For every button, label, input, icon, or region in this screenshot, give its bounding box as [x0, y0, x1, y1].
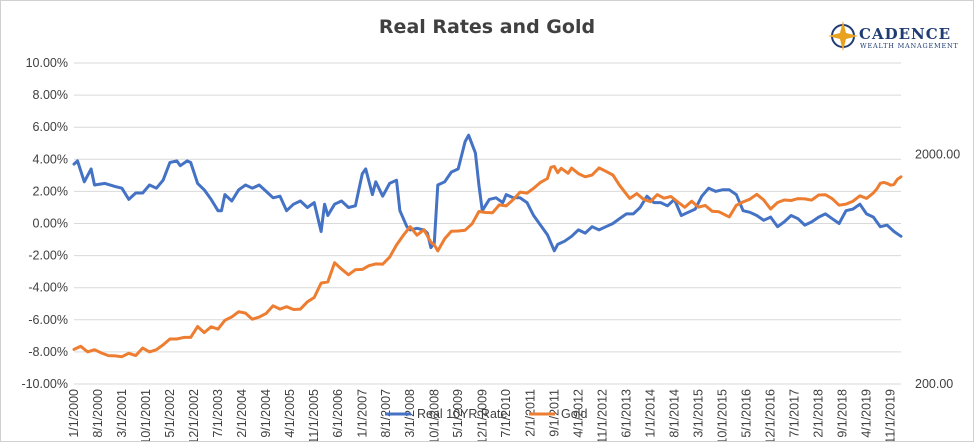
legend-label-real-rate: Real 10YR Rate	[417, 407, 507, 421]
x-tick-label: 9/1/2018	[836, 389, 850, 438]
legend-label-gold: Gold	[561, 407, 587, 421]
x-tick-label: 7/1/2010	[499, 389, 513, 438]
x-tick-label: 1/1/2000	[67, 389, 81, 438]
x-tick-label: 11/1/2005	[307, 389, 321, 441]
gridlines	[74, 62, 901, 385]
y-left-tick-label: 2.00%	[33, 184, 68, 198]
x-tick-label: 8/1/2000	[91, 389, 105, 438]
series-line-gold	[72, 165, 903, 359]
y-left-tick-label: 8.00%	[33, 88, 68, 102]
y-left-tick-label: -4.00%	[28, 281, 68, 295]
y-left-tick-label: 10.00%	[26, 56, 68, 70]
y-axis-right: 2000.00 200.00	[915, 147, 960, 391]
x-tick-label: 1/1/2007	[355, 389, 369, 438]
x-tick-label: 12/1/2016	[764, 389, 778, 441]
x-tick-label: 12/1/2009	[475, 389, 489, 441]
x-axis: 1/1/2000 8/1/2000 3/1/2001 10/1/2001 5/1/200…	[67, 389, 898, 441]
x-tick-label: 11/1/2012	[595, 389, 609, 441]
logo-name: CADENCE	[859, 25, 951, 43]
x-tick-label: 9/1/2004	[259, 389, 273, 438]
series-lines	[72, 133, 903, 359]
x-tick-label: 10/1/2001	[139, 389, 153, 441]
x-tick-label: 12/1/2002	[187, 389, 201, 441]
x-tick-label: 10/1/2008	[427, 389, 441, 441]
x-tick-label: 6/1/2013	[619, 389, 633, 438]
y-right-tick-label: 2000.00	[915, 147, 960, 161]
y-left-tick-label: -2.00%	[28, 249, 68, 263]
logo-compass-star	[828, 21, 858, 51]
x-tick-label: 4/1/2012	[571, 389, 585, 438]
y-left-tick-label: 0.00%	[33, 217, 68, 231]
y-right-tick-label: 200.00	[915, 377, 953, 391]
y-axis-left: 10.00% 8.00% 6.00% 4.00% 2.00% 0.00% -2.00% -4.…	[21, 56, 68, 391]
chart-title: Real Rates and Gold	[379, 16, 595, 38]
x-tick-label: 4/1/2019	[860, 389, 874, 438]
x-tick-label: 1/1/2014	[644, 389, 658, 438]
cadence-logo: CADENCE WEALTH MANAGEMENT	[828, 21, 959, 51]
x-tick-label: 5/1/2002	[163, 389, 177, 438]
x-tick-label: 6/1/2006	[331, 389, 345, 438]
x-tick-label: 11/1/2019	[884, 389, 898, 441]
y-left-tick-label: -6.00%	[28, 313, 68, 327]
y-left-tick-label: 6.00%	[33, 120, 68, 134]
x-tick-label: 7/1/2003	[211, 389, 225, 438]
y-left-tick-label: 4.00%	[33, 152, 68, 166]
series-line-real-rate	[72, 133, 903, 253]
x-tick-label: 2/1/2004	[235, 389, 249, 438]
y-left-tick-label: -8.00%	[28, 345, 68, 359]
x-tick-label: 2/1/2018	[812, 389, 826, 438]
x-tick-label: 4/1/2005	[283, 389, 297, 438]
x-tick-label: 8/1/2014	[667, 389, 681, 438]
x-tick-label: 7/1/2017	[787, 389, 801, 438]
x-tick-label: 3/1/2015	[691, 389, 705, 438]
logo-subtitle: WEALTH MANAGEMENT	[860, 42, 959, 50]
x-tick-label: 5/1/2009	[451, 389, 465, 438]
x-tick-label: 5/1/2016	[739, 389, 753, 438]
x-tick-label: 3/1/2001	[115, 389, 129, 438]
x-tick-label: 10/1/2015	[715, 389, 729, 441]
y-left-tick-label: -10.00%	[21, 377, 68, 391]
legend: Real 10YR Rate Gold	[385, 407, 587, 421]
